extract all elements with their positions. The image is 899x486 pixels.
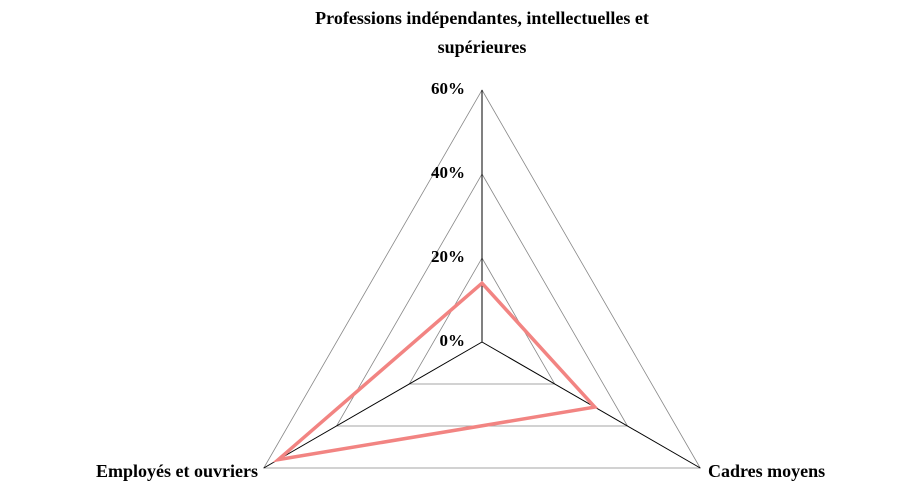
- axis-line: [263, 341, 483, 469]
- r-tick-label: 60%: [431, 79, 465, 98]
- category-label: Employés et ouvriers: [96, 461, 258, 481]
- r-tick-label: 40%: [431, 163, 465, 182]
- grid-line: [263, 89, 701, 469]
- r-tick-label: 20%: [431, 247, 465, 266]
- category-label: Professions indépendantes, intellectuell…: [315, 8, 649, 57]
- series-line: [272, 280, 599, 463]
- r-tick-label: 0%: [440, 331, 466, 350]
- category-label: Cadres moyens: [708, 461, 826, 481]
